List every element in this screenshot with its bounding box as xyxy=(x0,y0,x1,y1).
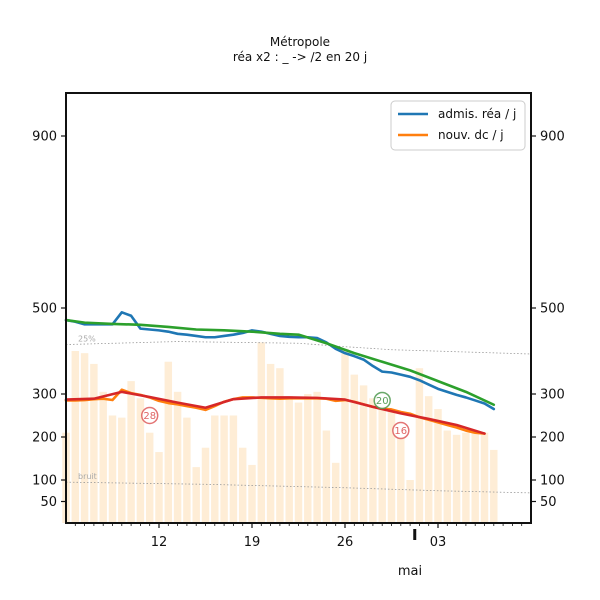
reference-line xyxy=(65,481,532,494)
bar xyxy=(173,391,182,523)
legend: admis. réa / j nouv. dc / j xyxy=(390,100,526,151)
bar xyxy=(378,406,386,523)
bar xyxy=(406,480,414,523)
bar xyxy=(452,434,461,523)
bar xyxy=(248,464,256,523)
series-lines-group xyxy=(64,311,496,435)
bar xyxy=(183,417,191,523)
legend-label-admis: admis. réa / j xyxy=(438,107,516,121)
bar xyxy=(145,432,154,523)
annotation-label: 16 xyxy=(394,426,407,437)
bar xyxy=(294,402,303,523)
bar xyxy=(257,342,266,523)
bar xyxy=(99,391,107,523)
bar xyxy=(369,398,377,523)
bar xyxy=(201,447,210,523)
annotation-circle xyxy=(392,421,410,440)
annotations-group: 28 20 16 xyxy=(140,391,410,440)
bar xyxy=(313,391,321,523)
y-tick-label-left: 100 xyxy=(32,474,57,489)
bar xyxy=(229,415,238,523)
bar xyxy=(341,348,349,523)
bar xyxy=(266,363,275,523)
bar xyxy=(71,351,80,523)
y-tick-label-right: 100 xyxy=(540,474,565,489)
bar xyxy=(397,437,405,523)
bar xyxy=(136,398,145,523)
annotation-label: 28 xyxy=(143,411,156,422)
axes-group: 50 50 100 100 200 200 300 300 500 500 900 900 12 19 26… xyxy=(32,130,565,551)
bar xyxy=(490,449,498,523)
annotation-label: 20 xyxy=(376,396,389,407)
series-line xyxy=(64,390,486,435)
bar xyxy=(443,430,452,523)
x-tick-label: 12 xyxy=(151,535,168,550)
series-line xyxy=(64,318,496,407)
reference-lines-group: 25% bruit xyxy=(65,335,532,494)
x-tick-label: 26 xyxy=(337,535,354,550)
y-tick-label-left: 900 xyxy=(32,130,57,145)
bar xyxy=(90,363,98,523)
bar xyxy=(424,396,433,523)
bar xyxy=(108,415,117,523)
legend-label-deces: nouv. dc / j xyxy=(438,128,504,142)
bar xyxy=(471,432,479,523)
reference-line xyxy=(65,341,532,355)
bar xyxy=(359,385,368,523)
bar xyxy=(118,417,126,523)
chart-title: Métropole xyxy=(270,35,330,49)
bar xyxy=(387,411,396,523)
y-tick-label-left: 200 xyxy=(32,431,57,446)
bar xyxy=(80,353,89,523)
bar xyxy=(434,409,442,523)
reference-label: 25% xyxy=(78,335,96,344)
bar xyxy=(238,447,247,523)
bar xyxy=(304,394,312,523)
y-tick-label-right: 50 xyxy=(540,495,557,510)
y-tick-label-right: 500 xyxy=(540,302,565,317)
reference-label: bruit xyxy=(78,472,97,481)
bar xyxy=(211,415,219,523)
y-tick-label-left: 300 xyxy=(32,388,57,403)
bar xyxy=(322,430,331,523)
bar xyxy=(350,374,359,523)
y-tick-label-right: 300 xyxy=(540,388,565,403)
bar xyxy=(127,381,135,523)
bar xyxy=(285,396,293,523)
bar xyxy=(480,432,489,523)
bars-group xyxy=(62,342,498,523)
y-tick-label-left: 500 xyxy=(32,302,57,317)
x-tick-label: 03 xyxy=(430,535,447,550)
bar xyxy=(164,361,173,523)
chart-subtitle: réa x2 : _ -> /2 en 20 j xyxy=(233,50,367,64)
bar xyxy=(462,432,470,523)
bar xyxy=(220,415,228,523)
x-axis-label: mai xyxy=(398,564,422,579)
bar xyxy=(155,452,163,523)
bar xyxy=(192,467,200,523)
x-tick-label: 19 xyxy=(244,535,261,550)
y-tick-label-left: 50 xyxy=(40,495,57,510)
y-tick-label-right: 900 xyxy=(540,130,565,145)
y-tick-label-right: 200 xyxy=(540,431,565,446)
bar xyxy=(331,462,340,523)
annotation-circle xyxy=(140,406,159,425)
annotation-circle xyxy=(373,391,391,410)
bar xyxy=(415,368,424,523)
bar xyxy=(276,368,284,523)
